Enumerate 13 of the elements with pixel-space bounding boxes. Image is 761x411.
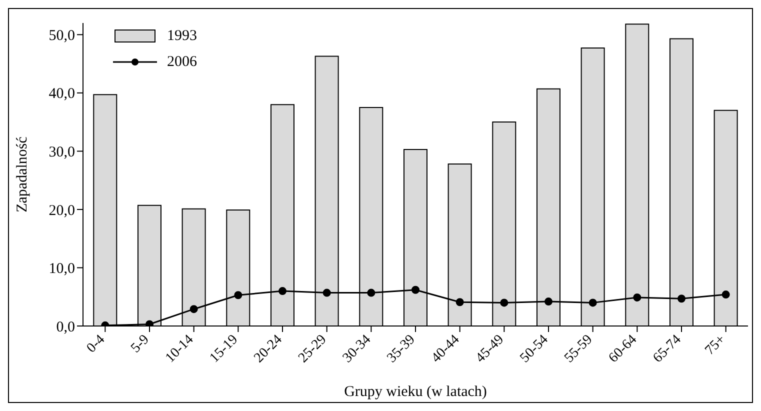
y-tick-label: 20,0 xyxy=(48,202,75,219)
y-tick-label: 30,0 xyxy=(48,144,75,161)
x-tick-label: 75+ xyxy=(702,332,729,358)
y-tick-label: 50,0 xyxy=(48,28,75,44)
x-tick-label: 5-9 xyxy=(128,332,152,356)
y-tick-label: 40,0 xyxy=(48,86,75,102)
y-tick-label: 0,0 xyxy=(56,319,75,336)
x-axis-title: Grupy wieku (w latach) xyxy=(344,384,487,400)
y-tick-label: 10,0 xyxy=(48,261,75,278)
legend-label: 2006 xyxy=(167,54,197,70)
x-tick-label: 0-4 xyxy=(84,332,108,356)
legend-label: 1993 xyxy=(167,28,197,44)
y-axis-title: Zapadalność xyxy=(14,136,30,212)
